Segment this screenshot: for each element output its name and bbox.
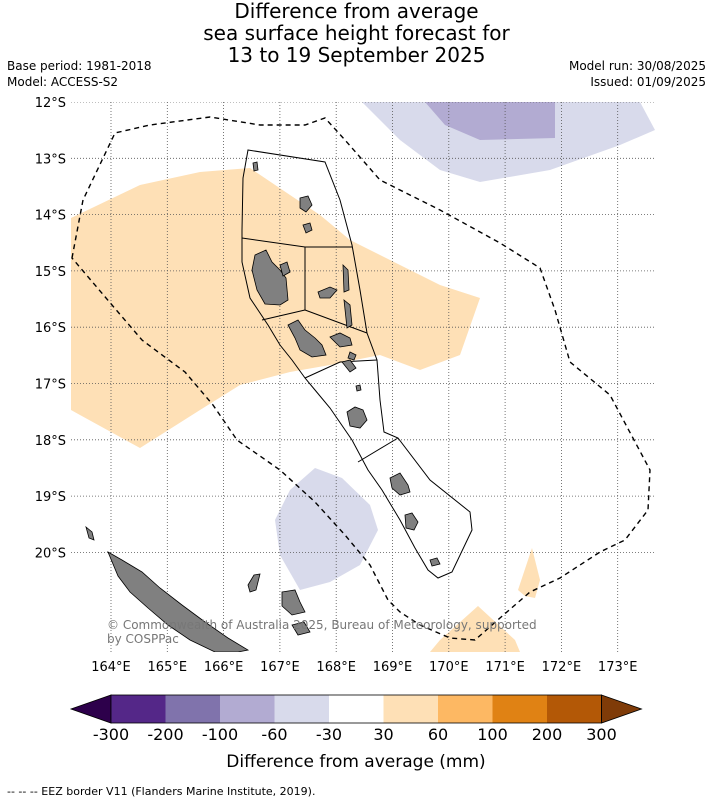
land-masses xyxy=(85,161,441,652)
colorbar-swatch xyxy=(220,695,275,723)
colorbar-arrow-min xyxy=(69,694,112,724)
longitude-label: 164°E xyxy=(91,660,131,675)
island-nc-north xyxy=(85,525,95,541)
longitude-label: 172°E xyxy=(542,660,582,675)
island-malo xyxy=(279,261,291,277)
latitude-label: 14°S xyxy=(35,209,66,224)
island-new-caledonia xyxy=(107,551,250,652)
colorbar-swatch xyxy=(383,695,438,723)
colorbar-swatch xyxy=(547,695,602,723)
model-run-info: Model run: 30/08/2025 Issued: 01/09/2025 xyxy=(569,58,706,90)
island-shepherd xyxy=(355,384,362,392)
island-vanua-lava xyxy=(299,195,313,213)
colorbar-tick-label: 100 xyxy=(477,725,508,744)
island-efate xyxy=(346,406,368,429)
map-area: © Commonwealth of Australia 2025, Bureau… xyxy=(71,102,655,652)
model-run: Model run: 30/08/2025 xyxy=(568,59,706,73)
colorbar-arrow-max xyxy=(601,694,643,724)
colorbar-tick-label: 30 xyxy=(373,725,393,744)
island-ambae xyxy=(317,286,338,299)
copyright-line-1: © Commonwealth of Australia 2025, Bureau… xyxy=(107,618,537,632)
title-line-3: 13 to 19 September 2025 xyxy=(227,43,486,67)
longitude-label: 169°E xyxy=(373,660,413,675)
island-aneityum xyxy=(429,557,441,567)
island-ouvea xyxy=(247,573,261,593)
latitude-labels: 12°S 13°S 14°S 15°S 16°S 17°S 18°S 19°S 20°S xyxy=(35,96,66,561)
eez-border xyxy=(71,116,651,641)
longitude-label: 171°E xyxy=(485,660,525,675)
island-torres xyxy=(252,161,259,172)
colorbar-swatch xyxy=(165,695,220,723)
colorbar-title: Difference from average (mm) xyxy=(226,752,485,772)
island-epi xyxy=(341,359,357,373)
latitude-label: 12°S xyxy=(35,96,66,111)
negative-anomaly-north-strong xyxy=(425,102,555,140)
copyright-line-2: by COSPPac xyxy=(107,632,179,646)
title-line-1: Difference from average xyxy=(234,0,479,23)
negative-anomaly-north xyxy=(362,102,655,182)
model-name: Model: ACCESS-S2 xyxy=(7,75,119,89)
positive-anomaly-south xyxy=(430,606,520,652)
colorbar-tick-label: -200 xyxy=(147,725,183,744)
island-erromango xyxy=(389,472,411,496)
colorbar-swatch xyxy=(111,695,166,723)
latitude-label: 15°S xyxy=(35,265,66,280)
colorbar: -300 -200 -100 -60 -30 30 60 100 200 300 xyxy=(69,694,643,744)
island-ambrym xyxy=(329,332,353,348)
latitude-label: 20°S xyxy=(35,546,66,561)
longitude-label: 167°E xyxy=(260,660,300,675)
latitude-label: 16°S xyxy=(35,321,66,336)
island-espiritu-santo xyxy=(251,249,289,306)
latitude-label: 17°S xyxy=(35,378,66,393)
eez-legend-note: -- -- -- EEZ border V11 (Flanders Marine… xyxy=(7,785,316,798)
island-mare xyxy=(291,621,311,636)
island-tanna xyxy=(404,512,419,531)
colorbar-tick-label: 300 xyxy=(586,725,617,744)
island-pentecost xyxy=(343,299,353,329)
island-maewo xyxy=(342,263,350,293)
latitude-label: 18°S xyxy=(35,434,66,449)
base-period-info: Base period: 1981-2018 Model: ACCESS-S2 xyxy=(7,58,152,90)
island-lifou xyxy=(281,589,306,616)
longitude-label: 165°E xyxy=(148,660,188,675)
colorbar-tick-label: -300 xyxy=(93,725,129,744)
colorbar-swatch xyxy=(438,695,493,723)
longitude-label: 166°E xyxy=(204,660,244,675)
island-malekula xyxy=(287,319,327,358)
longitude-labels: 164°E 165°E 166°E 167°E 168°E 169°E 170°E 171°E… xyxy=(91,660,637,675)
colorbar-tick-label: 200 xyxy=(532,725,563,744)
colorbar-outline xyxy=(110,694,602,724)
negative-anomaly-west xyxy=(275,468,378,590)
colorbar-tick-label: -100 xyxy=(202,725,238,744)
colorbar-tick-label: 60 xyxy=(428,725,448,744)
positive-anomaly-east xyxy=(518,548,540,598)
island-gaua xyxy=(302,222,313,234)
base-period: Base period: 1981-2018 xyxy=(7,59,152,73)
island-paama xyxy=(347,351,357,361)
colorbar-tick-label: -30 xyxy=(316,725,342,744)
issued-date: Issued: 01/09/2025 xyxy=(590,75,706,89)
latitude-label: 19°S xyxy=(35,490,66,505)
latitude-label: 13°S xyxy=(35,152,66,167)
colorbar-swatch xyxy=(274,695,329,723)
positive-anomaly-region xyxy=(71,168,480,448)
longitude-label: 168°E xyxy=(316,660,356,675)
map-title: Difference from average sea surface heig… xyxy=(0,0,713,66)
colorbar-swatch xyxy=(329,695,384,723)
colorbar-swatch xyxy=(492,695,547,723)
longitude-label: 173°E xyxy=(598,660,638,675)
title-line-2: sea surface height forecast for xyxy=(203,21,510,45)
colorbar-tick-label: -60 xyxy=(261,725,287,744)
graticule xyxy=(71,102,655,652)
longitude-label: 170°E xyxy=(429,660,469,675)
